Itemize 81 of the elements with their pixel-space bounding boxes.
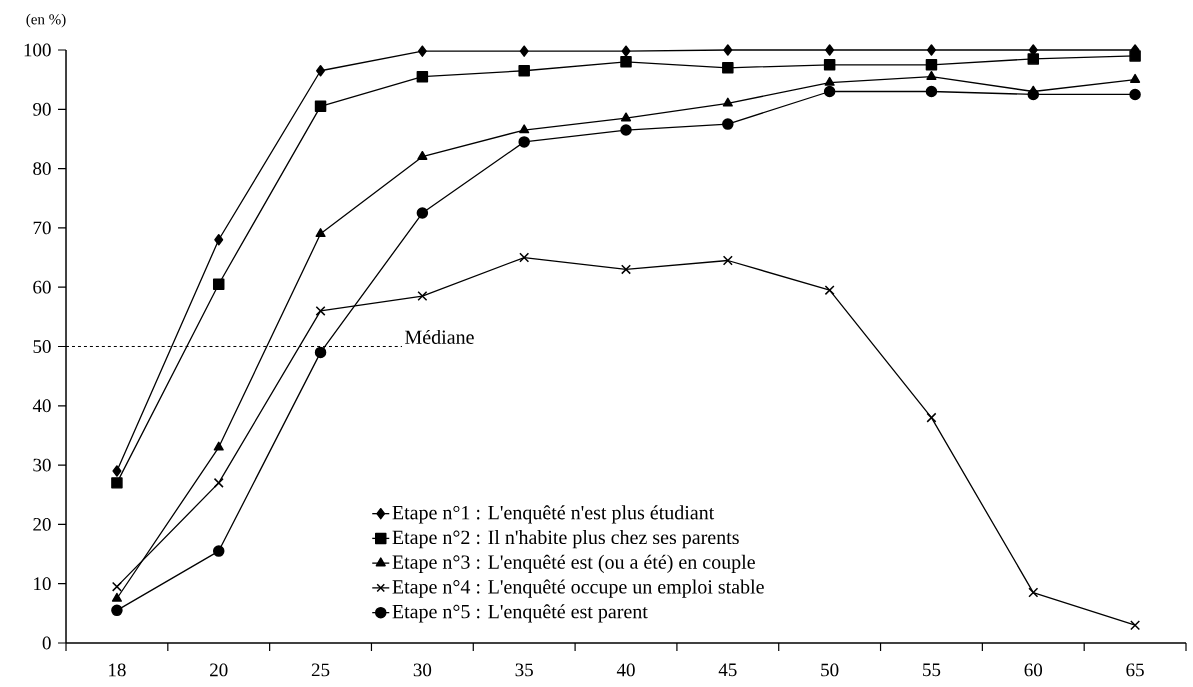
legend-label: Etape n°1 : L'enquêté n'est plus étudiant <box>392 505 715 524</box>
y-tick-label: 40 <box>32 399 51 413</box>
point <box>212 545 225 557</box>
point <box>416 207 429 219</box>
point <box>214 233 224 246</box>
y-tick-label: 90 <box>33 102 51 116</box>
point <box>823 59 836 71</box>
point <box>314 346 327 359</box>
ref-line-label: Médiane <box>405 329 474 344</box>
point <box>1027 88 1040 101</box>
point <box>416 70 429 83</box>
point <box>315 305 326 316</box>
point <box>723 44 733 56</box>
legend-label: Etape n°3 : L'enquêté est (ou a été) en couple <box>392 554 755 573</box>
point <box>722 62 734 74</box>
point <box>315 228 326 238</box>
point <box>1130 73 1141 83</box>
x-tick-label: 45 <box>718 663 737 677</box>
point <box>1129 88 1141 101</box>
point <box>1129 50 1141 62</box>
point <box>519 45 529 57</box>
point <box>722 118 734 130</box>
point <box>926 412 937 423</box>
x-tick-label: 55 <box>923 663 941 677</box>
y-tick-label: 0 <box>42 636 51 650</box>
x-tick-label: 40 <box>616 663 635 677</box>
point <box>111 604 123 617</box>
point <box>111 477 123 489</box>
point <box>621 45 631 57</box>
point <box>212 278 225 290</box>
x-tick-label: 18 <box>109 663 126 677</box>
point <box>825 44 835 56</box>
point <box>824 76 835 86</box>
point <box>112 465 122 477</box>
point <box>518 136 530 148</box>
y-tick-label: 60 <box>33 280 51 294</box>
y-tick-label: 100 <box>24 43 51 57</box>
x-tick-label: 25 <box>311 663 330 677</box>
legend-label: Etape n°5 : L'enquêté est parent <box>392 604 648 623</box>
point <box>926 70 937 80</box>
point <box>1028 587 1039 598</box>
y-tick-label: 30 <box>33 458 51 472</box>
point <box>925 85 938 98</box>
point <box>926 44 936 56</box>
y-tick-label: 80 <box>33 162 51 175</box>
point <box>314 100 327 113</box>
point <box>111 581 122 592</box>
y-tick-label: 20 <box>33 517 51 531</box>
point <box>925 59 938 71</box>
point <box>620 112 632 122</box>
point <box>823 85 836 98</box>
point <box>620 124 632 136</box>
legend-label: Etape n°2 : Il n'habite plus chez ses parents <box>392 530 739 549</box>
point <box>620 56 632 68</box>
point <box>519 124 530 134</box>
point <box>316 64 326 77</box>
point <box>518 64 530 77</box>
point <box>1027 53 1040 65</box>
y-tick-label: 50 <box>33 340 51 353</box>
point <box>111 592 122 602</box>
x-tick-label: 35 <box>515 663 533 677</box>
point <box>213 477 224 488</box>
point <box>417 150 428 160</box>
y-tick-label: 10 <box>34 577 51 591</box>
y-tick-label: 70 <box>33 221 51 235</box>
x-tick-label: 60 <box>1024 663 1043 677</box>
point <box>417 291 428 302</box>
y-axis-title: (en %) <box>26 13 66 28</box>
point <box>621 264 631 275</box>
x-tick-label: 50 <box>821 663 839 677</box>
point <box>417 45 427 57</box>
point <box>722 255 733 266</box>
x-tick-label: 65 <box>1126 663 1144 677</box>
point <box>213 441 224 451</box>
point <box>1130 620 1141 631</box>
point <box>722 97 733 107</box>
legend-label: Etape n°4 : L'enquêté occupe un emploi stable <box>392 579 764 598</box>
x-tick-label: 20 <box>210 663 228 677</box>
point <box>824 285 835 296</box>
point <box>519 252 530 263</box>
x-tick-label: 30 <box>413 663 432 677</box>
